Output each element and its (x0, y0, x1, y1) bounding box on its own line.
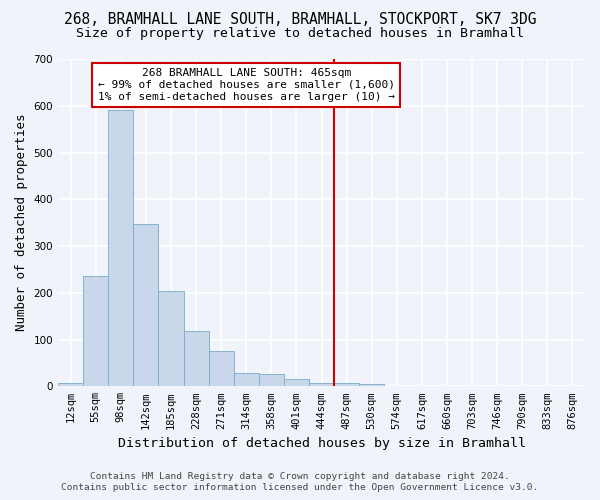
Bar (58, 383, 83, 386)
X-axis label: Distribution of detached houses by size in Bramhall: Distribution of detached houses by size … (118, 437, 526, 450)
Bar (83, 276, 108, 386)
Bar (334, 383, 359, 386)
Bar (133, 224, 158, 386)
Text: Contains HM Land Registry data © Crown copyright and database right 2024.: Contains HM Land Registry data © Crown c… (90, 472, 510, 481)
Bar (233, 373, 259, 386)
Text: Size of property relative to detached houses in Bramhall: Size of property relative to detached ho… (76, 28, 524, 40)
Bar (259, 374, 284, 386)
Text: Contains public sector information licensed under the Open Government Licence v3: Contains public sector information licen… (61, 484, 539, 492)
Text: 268 BRAMHALL LANE SOUTH: 465sqm
← 99% of detached houses are smaller (1,600)
1% : 268 BRAMHALL LANE SOUTH: 465sqm ← 99% of… (98, 68, 395, 102)
Bar (284, 380, 309, 386)
Bar (158, 291, 184, 386)
Bar (184, 331, 209, 386)
Bar (309, 382, 334, 386)
Text: 268, BRAMHALL LANE SOUTH, BRAMHALL, STOCKPORT, SK7 3DG: 268, BRAMHALL LANE SOUTH, BRAMHALL, STOC… (64, 12, 536, 28)
Bar (359, 384, 384, 386)
Y-axis label: Number of detached properties: Number of detached properties (15, 114, 28, 332)
Bar (108, 110, 133, 386)
Bar (209, 351, 233, 386)
